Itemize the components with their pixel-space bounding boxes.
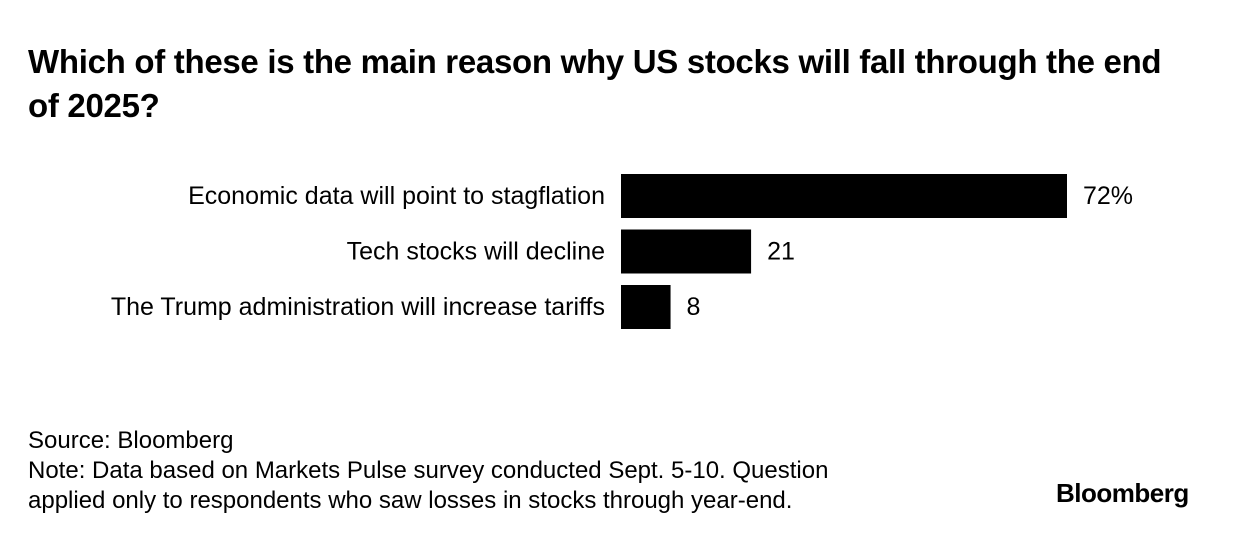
value-label: 21 [767,238,795,266]
chart-footer: Source: Bloomberg Note: Data based on Ma… [28,426,1008,516]
bar [621,174,1067,218]
category-label: The Trump administration will increase t… [111,293,605,321]
bloomberg-logo: Bloomberg [1056,478,1189,509]
bar-chart: Economic data will point to stagflation T… [0,160,1235,350]
category-label: Economic data will point to stagflation [188,182,605,210]
category-label: Tech stocks will decline [347,238,605,266]
note-text-line-1: Note: Data based on Markets Pulse survey… [28,456,1008,486]
value-label: 8 [687,293,701,321]
value-label: 72% [1083,182,1133,210]
category-labels-group: Economic data will point to stagflation T… [111,182,605,321]
chart-title: Which of these is the main reason why US… [28,40,1188,128]
source-text: Source: Bloomberg [28,426,1008,456]
bar [621,285,671,329]
bar [621,230,751,274]
note-text-line-2: applied only to respondents who saw loss… [28,486,1008,516]
